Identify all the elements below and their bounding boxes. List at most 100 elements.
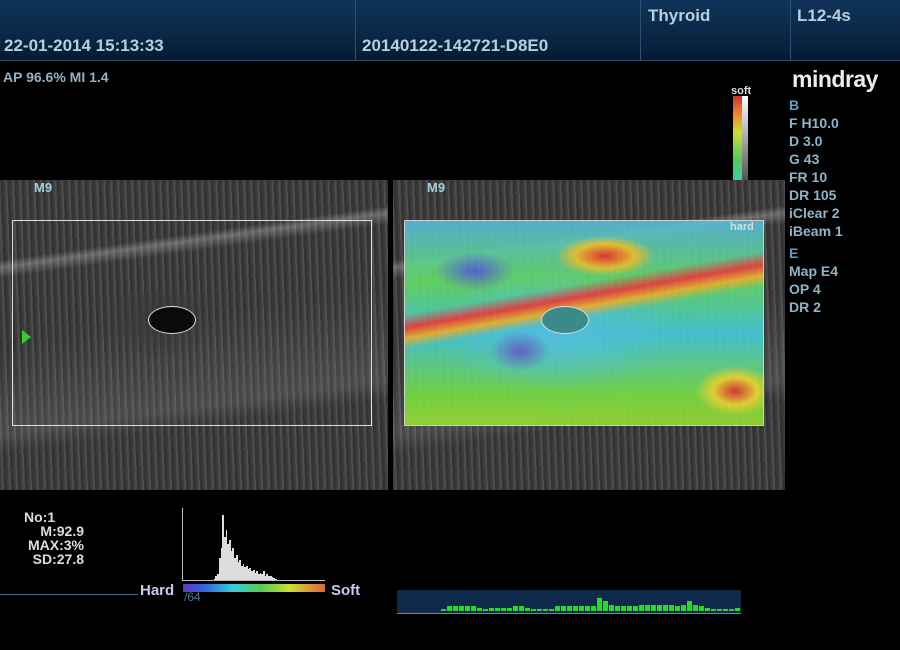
strain-bar (543, 609, 548, 611)
strain-bar (489, 607, 494, 611)
strain-bar (501, 607, 506, 611)
stat-max: MAX:3% (27, 537, 84, 553)
strain-bar (519, 606, 524, 611)
divider (640, 0, 641, 61)
histogram-bar (274, 578, 277, 580)
b-mode-image[interactable] (0, 180, 388, 490)
e-param: DR 2 (789, 299, 821, 315)
strain-bar (651, 604, 656, 611)
strain-bar (513, 606, 518, 611)
histogram-bar (264, 575, 267, 580)
strain-bar (483, 609, 488, 611)
histogram-bar (230, 551, 233, 580)
strain-bar (591, 606, 596, 611)
colorbar-hard-label: hard (730, 221, 754, 233)
right-image-label: M9 (427, 180, 446, 195)
histogram-bar (220, 547, 223, 580)
strain-bar (639, 604, 644, 611)
strain-bar (597, 598, 602, 611)
strain-bar (687, 601, 692, 611)
datetime: 22-01-2014 15:13:33 (4, 36, 164, 55)
strain-bar (561, 606, 566, 611)
strain-bar (549, 609, 554, 611)
histogram-bar (256, 571, 258, 580)
histogram-bar (234, 558, 236, 580)
histogram-bar (218, 558, 221, 580)
histogram-bar (261, 573, 264, 580)
b-param: FR 10 (789, 169, 828, 185)
strain-bar (615, 606, 620, 611)
histogram-bar (225, 529, 228, 580)
strain-bar (681, 604, 686, 611)
strain-graph (397, 590, 741, 614)
hard-label: Hard (140, 582, 175, 599)
e-param: OP 4 (789, 281, 821, 297)
histogram-bar (251, 571, 253, 580)
soft-label: Soft (331, 582, 361, 599)
histogram-bar (227, 544, 230, 580)
histogram-colorbar (183, 584, 325, 592)
grayscale-bar (742, 96, 748, 220)
focus-marker-icon (22, 330, 31, 344)
colorbar-soft-label: soft (731, 85, 752, 97)
strain-bar (735, 607, 740, 611)
baseline (0, 594, 138, 595)
strain-bar (705, 607, 710, 611)
histogram-bar (223, 536, 226, 580)
strain-bar (465, 606, 470, 611)
histogram-bar (222, 515, 224, 580)
probe-name: L12-4s (797, 6, 851, 25)
acoustic-output: AP 96.6% MI 1.4 (3, 69, 109, 85)
strain-bar (579, 606, 584, 611)
histogram-bar (229, 540, 231, 580)
strain-bar (657, 604, 662, 611)
b-mode-title: B (789, 97, 800, 113)
stat-mean: M:92.9 (40, 523, 84, 539)
b-param: iClear 2 (789, 205, 840, 221)
strain-bar (603, 601, 608, 611)
strain-bar (471, 606, 476, 611)
histogram-bar (244, 567, 247, 580)
stat-sd: SD:27.8 (32, 551, 84, 567)
parameter-panel: B F H10.0 D 3.0 G 43 FR 10 DR 105 iClear 2 iBe… (789, 96, 843, 316)
strain-bar (573, 606, 578, 611)
elasto-title: E (789, 245, 799, 261)
strain-bar (453, 606, 458, 611)
histogram-bar (271, 577, 274, 580)
strain-bar (693, 604, 698, 611)
strain-bar (525, 607, 530, 611)
b-param: G 43 (789, 151, 820, 167)
strain-bar (441, 609, 446, 611)
strain-bar (663, 604, 668, 611)
histogram-bar (254, 572, 257, 580)
histogram-scale: /64 (184, 590, 201, 604)
histogram-bar (259, 572, 262, 580)
histogram-bar (215, 576, 218, 580)
histogram-bar (239, 559, 241, 580)
histogram-bar (257, 574, 260, 580)
histogram-bar (273, 577, 275, 580)
elasto-image[interactable] (393, 180, 785, 490)
strain-bar (711, 609, 716, 611)
left-image-label: M9 (34, 180, 53, 195)
roi-box[interactable] (12, 220, 372, 426)
divider (790, 0, 791, 61)
exam-type: Thyroid (648, 6, 711, 25)
histogram-bar (242, 564, 245, 580)
histogram-bar (232, 547, 235, 580)
strain-bar (495, 607, 500, 611)
strain-bar (699, 606, 704, 611)
strain-bar (531, 609, 536, 611)
strain-bar (675, 606, 680, 611)
histogram-bar (237, 562, 240, 580)
patient-id: 20140122-142721-D8E0 (362, 36, 549, 55)
histogram-bar (269, 575, 272, 580)
strain-bar (633, 606, 638, 611)
strain-bar (459, 606, 464, 611)
b-param: DR 105 (789, 187, 837, 203)
histogram-bar (266, 574, 269, 580)
strain-bar (537, 609, 542, 611)
strain-bar (585, 606, 590, 611)
histogram-y-axis (182, 508, 183, 581)
histogram-bar (247, 569, 250, 580)
